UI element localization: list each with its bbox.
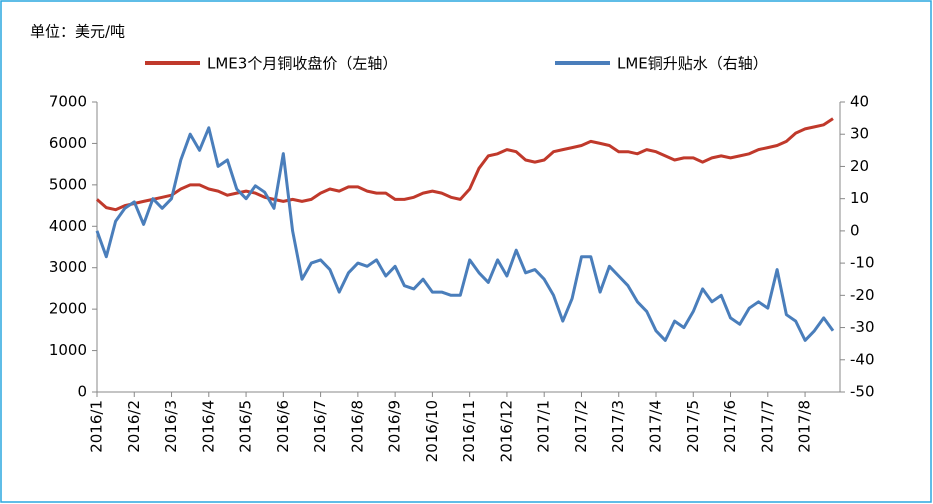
y-tick-label: 7000 xyxy=(49,93,87,111)
x-tick-label: 2016/2 xyxy=(125,400,143,453)
x-tick-label: 2017/2 xyxy=(572,400,590,453)
x-tick-label: 2017/3 xyxy=(609,400,627,453)
y-tick-label: 3000 xyxy=(49,258,87,276)
y2-tick-label: 30 xyxy=(850,125,869,143)
subtitle: 单位：美元/吨 xyxy=(30,23,125,41)
x-tick-label: 2017/4 xyxy=(646,400,664,453)
series-line xyxy=(96,117,834,212)
x-tick-label: 2017/7 xyxy=(758,400,776,453)
y2-tick-label: -30 xyxy=(850,318,875,336)
x-tick-label: 2016/8 xyxy=(348,400,366,453)
x-tick-label: 2016/10 xyxy=(423,400,441,462)
y2-tick-label: -40 xyxy=(850,350,875,368)
y2-tick-label: 40 xyxy=(850,93,869,111)
y-tick-label: 6000 xyxy=(49,134,87,152)
y2-tick-label: 0 xyxy=(850,221,860,239)
x-tick-label: 2016/12 xyxy=(497,400,515,462)
y-tick-label: 0 xyxy=(77,383,87,401)
x-tick-label: 2016/7 xyxy=(311,400,329,453)
legend-label: LME铜升贴水（右轴） xyxy=(617,55,768,73)
x-tick-label: 2016/3 xyxy=(162,400,180,453)
legend-label: LME3个月铜收盘价（左轴） xyxy=(207,55,397,73)
x-tick-label: 2017/6 xyxy=(721,400,739,453)
x-tick-label: 2017/5 xyxy=(684,400,702,453)
x-tick-label: 2016/5 xyxy=(237,400,255,453)
y-tick-label: 2000 xyxy=(49,300,87,318)
y-tick-label: 5000 xyxy=(49,175,87,193)
y2-tick-label: 20 xyxy=(850,157,869,175)
x-tick-label: 2016/11 xyxy=(460,400,478,462)
x-tick-label: 2016/1 xyxy=(88,400,106,453)
y-tick-label: 1000 xyxy=(49,341,87,359)
y2-tick-label: -50 xyxy=(850,383,875,401)
y2-tick-label: -10 xyxy=(850,254,875,272)
x-tick-label: 2017/1 xyxy=(535,400,553,453)
y2-tick-label: -20 xyxy=(850,286,875,304)
y-tick-label: 4000 xyxy=(49,217,87,235)
x-tick-label: 2016/6 xyxy=(274,400,292,453)
series-line xyxy=(95,126,835,342)
x-tick-label: 2016/4 xyxy=(199,400,217,453)
x-tick-label: 2017/8 xyxy=(796,400,814,453)
x-tick-label: 2016/9 xyxy=(386,400,404,453)
y2-tick-label: 10 xyxy=(850,189,869,207)
